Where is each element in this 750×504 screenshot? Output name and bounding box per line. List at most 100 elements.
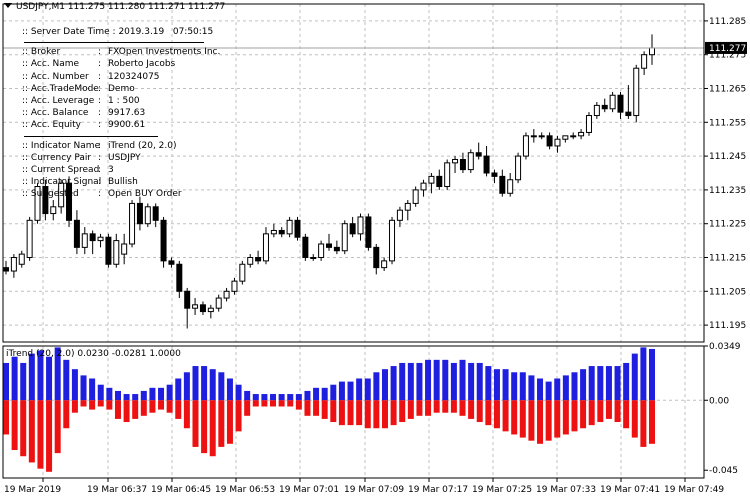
positive-bar <box>192 366 199 401</box>
candle <box>286 216 293 238</box>
positive-bar <box>511 372 518 401</box>
price-tick-label: 111.215 <box>709 254 746 264</box>
candle <box>601 98 608 113</box>
candles-layer <box>3 34 655 329</box>
candle <box>152 203 159 228</box>
candle-body <box>105 236 112 265</box>
account-line: :: Broker: FXOpen Investments Inc. <box>22 46 220 58</box>
negative-bar <box>373 400 380 429</box>
divider <box>24 135 158 137</box>
price-tick-label: 111.225 <box>709 220 746 230</box>
positive-bar <box>545 381 552 401</box>
account-line: :: Acc. Equity:9900.61 <box>22 119 220 131</box>
candle-body <box>3 267 9 272</box>
colon: : <box>98 108 102 119</box>
negative-bar <box>183 400 190 429</box>
colon: : <box>98 189 102 200</box>
negative-bar <box>54 400 61 454</box>
negative-bar <box>416 400 423 416</box>
colon: : <box>98 47 102 58</box>
colon: : <box>98 152 102 163</box>
negative-bar <box>132 400 139 419</box>
negative-bar <box>97 400 104 407</box>
positive-bar <box>433 359 440 401</box>
candle <box>357 213 364 241</box>
candle <box>231 277 238 295</box>
negative-bar <box>209 400 216 457</box>
indicator-axis[interactable]: 0.0349 0.00 -0.045 <box>704 342 741 476</box>
negative-bar <box>433 400 440 413</box>
account-key: :: Acc. Equity <box>22 120 82 131</box>
candle-body <box>538 135 545 138</box>
candle-body <box>176 263 183 292</box>
negative-bar <box>114 400 121 419</box>
candle-body <box>10 257 17 272</box>
candle-body <box>207 307 214 313</box>
candle <box>562 135 569 143</box>
candle <box>18 250 25 268</box>
candle-body <box>373 246 380 269</box>
negative-bar <box>313 400 320 416</box>
candle <box>105 233 112 268</box>
negative-bar <box>390 400 397 426</box>
negative-bar <box>597 400 604 423</box>
candle-body <box>467 152 474 171</box>
candle <box>318 240 325 261</box>
candle <box>50 200 57 221</box>
chart-title[interactable]: USDJPY,M1 111.275 111.280 111.271 111.27… <box>4 2 225 12</box>
candle-body <box>136 202 143 225</box>
candle <box>192 298 199 315</box>
account-value: FXOpen Investments Inc. <box>108 47 221 58</box>
candle <box>436 169 443 190</box>
candle <box>58 179 65 214</box>
positive-bar <box>580 369 587 401</box>
candle <box>247 254 254 268</box>
chart-title-text: USDJPY,M1 111.275 111.280 111.271 111.27… <box>16 2 226 12</box>
negative-bar <box>649 400 655 444</box>
candle-body <box>318 243 325 258</box>
candle-body <box>129 202 136 245</box>
negative-bar <box>631 400 638 438</box>
positive-bar <box>106 387 113 401</box>
price-axis[interactable]: 111.285 111.275 111.265 111.255 111.245 111.2… <box>3 17 747 331</box>
info-panel: :: Server Date Time : 2019.3.19 07:50:15… <box>22 26 220 200</box>
positive-bar <box>338 381 345 401</box>
positive-bar <box>623 362 630 401</box>
candle <box>641 51 648 75</box>
candle-body <box>499 175 506 194</box>
candle <box>444 159 451 190</box>
negative-bar <box>450 400 457 413</box>
positive-bar <box>20 362 27 401</box>
candle-body <box>341 223 348 252</box>
positive-bar <box>485 366 492 401</box>
positive-bar <box>97 384 104 401</box>
time-axis[interactable]: 19 Mar 2019 19 Mar 06:37 19 Mar 06:45 19 Ma… <box>4 478 724 495</box>
positive-bar <box>407 362 414 401</box>
candle-body <box>231 280 238 292</box>
candle-body <box>389 219 396 262</box>
candle <box>215 294 222 312</box>
dropdown-arrow-icon[interactable] <box>4 3 12 8</box>
negative-bar <box>623 400 630 429</box>
positive-bar <box>442 359 449 401</box>
time-tick-label: 19 Mar 07:17 <box>408 485 468 495</box>
main-grid <box>3 4 704 342</box>
candle-body <box>412 189 419 204</box>
candle <box>420 179 427 197</box>
candle <box>593 102 600 119</box>
positive-bar <box>614 366 621 401</box>
account-key: :: Acc. Name <box>22 59 80 70</box>
negative-bar <box>261 400 268 407</box>
negative-bar <box>63 400 70 429</box>
positive-bar <box>390 366 397 401</box>
positive-bar <box>244 390 251 401</box>
account-list: :: Broker: FXOpen Investments Inc.:: Acc.… <box>22 46 220 131</box>
positive-bar <box>640 347 647 401</box>
positive-bar <box>209 369 216 401</box>
positive-bar <box>46 356 53 401</box>
candle <box>270 223 277 238</box>
candle-body <box>546 135 553 147</box>
candle <box>129 200 136 248</box>
